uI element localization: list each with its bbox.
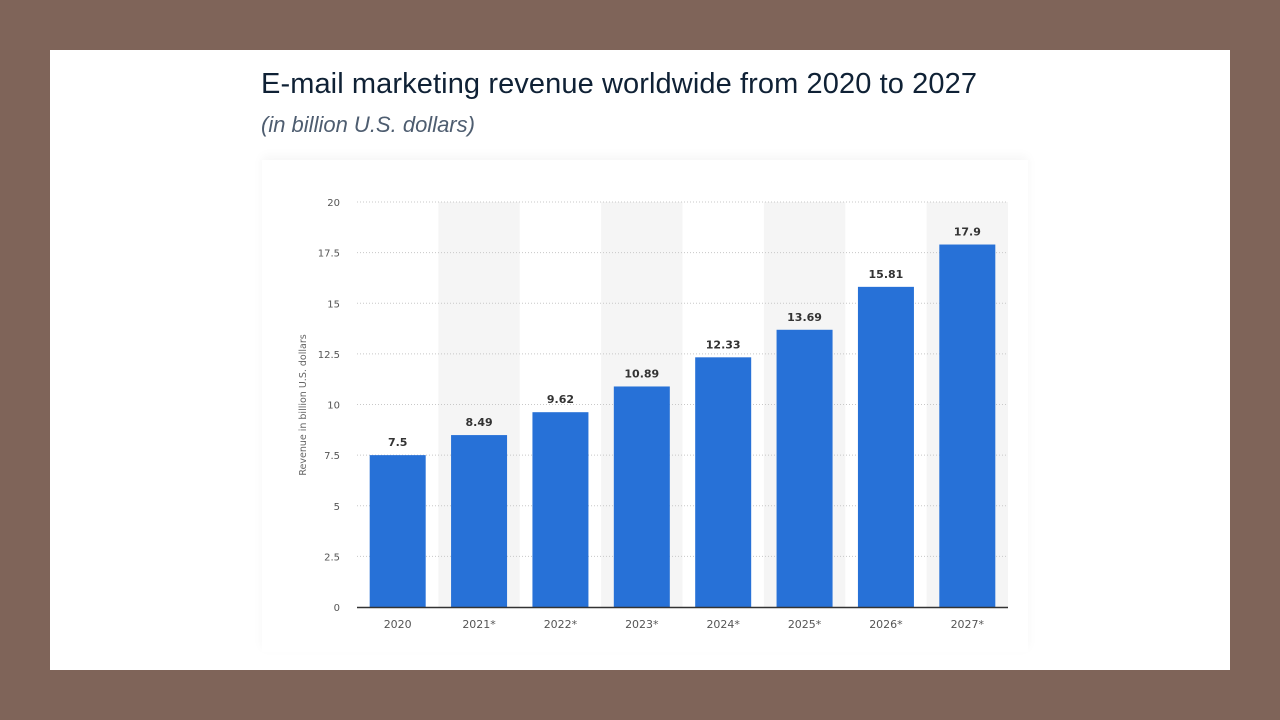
bar[interactable]	[532, 412, 589, 607]
y-tick-label: 2.5	[324, 552, 340, 563]
y-tick-label: 5	[334, 502, 340, 513]
y-tick-label: 7.5	[324, 451, 340, 462]
x-tick-label: 2024*	[706, 618, 740, 631]
y-tick-label: 0	[334, 603, 340, 614]
y-tick-label: 17.5	[318, 249, 340, 260]
y-tick-label: 12.5	[318, 350, 340, 361]
data-label: 9.62	[547, 393, 574, 406]
x-axis-ticks: 2020 2021* 2022* 2023* 2024* 2025* 2026* 2027*	[384, 618, 985, 631]
y-tick-label: 20	[327, 198, 340, 209]
bar[interactable]	[776, 329, 833, 607]
data-label: 13.69	[787, 311, 822, 324]
y-tick-label: 15	[327, 299, 340, 310]
bar[interactable]	[451, 435, 508, 607]
data-label: 12.33	[706, 338, 741, 351]
x-tick-label: 2020	[384, 618, 412, 631]
x-tick-label: 2027*	[951, 618, 985, 631]
x-tick-label: 2023*	[625, 618, 659, 631]
data-label: 7.5	[388, 436, 408, 449]
data-label: 8.49	[465, 416, 492, 429]
data-label: 10.89	[624, 367, 659, 380]
x-tick-label: 2021*	[462, 618, 496, 631]
bars	[369, 244, 996, 607]
x-tick-label: 2025*	[788, 618, 822, 631]
x-tick-label: 2026*	[869, 618, 903, 631]
bar[interactable]	[613, 386, 670, 607]
bar[interactable]	[695, 357, 752, 607]
y-axis-label: Revenue in billion U.S. dollars	[298, 334, 309, 475]
chart-subtitle: (in billion U.S. dollars)	[261, 112, 475, 137]
y-tick-label: 10	[327, 401, 340, 412]
bar[interactable]	[857, 286, 914, 607]
chart-title: E-mail marketing revenue worldwide from …	[261, 68, 978, 100]
bar[interactable]	[939, 244, 996, 607]
data-label: 17.9	[954, 226, 981, 239]
bar[interactable]	[369, 455, 426, 607]
data-label: 15.81	[869, 268, 904, 281]
y-axis-ticks: 0 2.5 5 7.5 10 12.5 15 17.5 20	[318, 198, 340, 614]
data-labels: 7.5 8.49 9.62 10.89 12.33 13.69 15.81 17.9	[388, 226, 981, 450]
x-tick-label: 2022*	[544, 618, 578, 631]
